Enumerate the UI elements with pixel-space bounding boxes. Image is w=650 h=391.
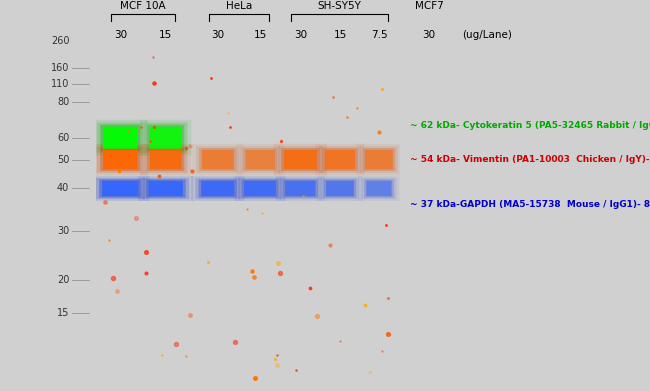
FancyBboxPatch shape — [92, 144, 148, 175]
FancyBboxPatch shape — [241, 179, 279, 198]
FancyBboxPatch shape — [418, 181, 440, 196]
Text: 30: 30 — [114, 30, 127, 40]
Text: 110: 110 — [51, 79, 70, 89]
FancyBboxPatch shape — [243, 148, 277, 171]
FancyBboxPatch shape — [97, 122, 144, 153]
FancyBboxPatch shape — [324, 179, 356, 198]
Text: ~ 54 kDa- Vimentin (PA1-10003  Chicken / IgY)- 555 nm: ~ 54 kDa- Vimentin (PA1-10003 Chicken / … — [410, 155, 650, 164]
Text: (ug/Lane): (ug/Lane) — [462, 30, 512, 40]
Text: 15: 15 — [57, 308, 70, 318]
Text: 260: 260 — [51, 36, 70, 46]
FancyBboxPatch shape — [142, 178, 189, 199]
FancyBboxPatch shape — [356, 144, 402, 175]
FancyBboxPatch shape — [322, 148, 358, 171]
FancyBboxPatch shape — [409, 144, 449, 175]
FancyBboxPatch shape — [91, 176, 150, 201]
FancyBboxPatch shape — [100, 148, 140, 171]
Text: 30: 30 — [422, 30, 436, 40]
FancyBboxPatch shape — [199, 148, 237, 171]
Text: 30: 30 — [294, 30, 307, 40]
Text: 40: 40 — [57, 183, 70, 194]
Text: 7.5: 7.5 — [370, 30, 387, 40]
FancyBboxPatch shape — [103, 127, 137, 149]
Text: HeLa: HeLa — [226, 1, 252, 11]
Text: MCF 10A: MCF 10A — [120, 1, 166, 11]
FancyBboxPatch shape — [416, 179, 442, 198]
FancyBboxPatch shape — [144, 146, 187, 173]
FancyBboxPatch shape — [360, 146, 398, 173]
FancyBboxPatch shape — [280, 178, 321, 199]
FancyBboxPatch shape — [150, 127, 181, 149]
FancyBboxPatch shape — [367, 181, 391, 196]
FancyBboxPatch shape — [149, 181, 183, 196]
FancyBboxPatch shape — [192, 144, 243, 175]
FancyBboxPatch shape — [235, 176, 285, 201]
FancyBboxPatch shape — [278, 146, 323, 173]
FancyBboxPatch shape — [414, 148, 444, 171]
Text: 60: 60 — [57, 133, 70, 143]
FancyBboxPatch shape — [202, 150, 233, 169]
FancyBboxPatch shape — [144, 122, 187, 153]
FancyBboxPatch shape — [102, 181, 138, 196]
FancyBboxPatch shape — [246, 150, 274, 169]
FancyBboxPatch shape — [276, 176, 325, 201]
FancyBboxPatch shape — [285, 181, 315, 196]
FancyBboxPatch shape — [147, 148, 185, 171]
FancyBboxPatch shape — [196, 146, 239, 173]
FancyBboxPatch shape — [244, 181, 276, 196]
FancyBboxPatch shape — [195, 178, 240, 199]
FancyBboxPatch shape — [198, 179, 237, 198]
FancyBboxPatch shape — [103, 150, 137, 169]
FancyBboxPatch shape — [237, 144, 283, 175]
FancyBboxPatch shape — [138, 176, 194, 201]
FancyBboxPatch shape — [411, 146, 447, 173]
FancyBboxPatch shape — [239, 178, 281, 199]
FancyBboxPatch shape — [325, 150, 355, 169]
FancyBboxPatch shape — [281, 148, 320, 171]
FancyBboxPatch shape — [361, 178, 396, 199]
FancyBboxPatch shape — [96, 178, 145, 199]
FancyBboxPatch shape — [147, 125, 185, 151]
Text: 30: 30 — [211, 30, 224, 40]
FancyBboxPatch shape — [417, 150, 441, 169]
FancyBboxPatch shape — [202, 181, 234, 196]
FancyBboxPatch shape — [240, 146, 280, 173]
FancyBboxPatch shape — [146, 179, 186, 198]
FancyBboxPatch shape — [284, 150, 317, 169]
Text: ~ 37 kDa-GAPDH (MA5-15738  Mouse / IgG1)- 800nm: ~ 37 kDa-GAPDH (MA5-15738 Mouse / IgG1)-… — [410, 199, 650, 209]
Text: 20: 20 — [57, 274, 70, 285]
Text: 30: 30 — [57, 226, 70, 236]
FancyBboxPatch shape — [99, 179, 142, 198]
FancyBboxPatch shape — [317, 176, 363, 201]
FancyBboxPatch shape — [191, 176, 244, 201]
Text: ~ 62 kDa- Cytokeratin 5 (PA5-32465 Rabbit / IgG)-680nm: ~ 62 kDa- Cytokeratin 5 (PA5-32465 Rabbi… — [410, 121, 650, 131]
FancyBboxPatch shape — [363, 148, 395, 171]
FancyBboxPatch shape — [97, 146, 144, 173]
FancyBboxPatch shape — [321, 178, 359, 199]
Text: SH-SY5Y: SH-SY5Y — [318, 1, 361, 11]
FancyBboxPatch shape — [150, 150, 181, 169]
FancyBboxPatch shape — [365, 150, 393, 169]
Text: 50: 50 — [57, 154, 70, 165]
Text: 15: 15 — [333, 30, 346, 40]
Text: 15: 15 — [159, 30, 172, 40]
FancyBboxPatch shape — [283, 179, 318, 198]
Text: MCF7: MCF7 — [415, 1, 443, 11]
FancyBboxPatch shape — [319, 146, 361, 173]
FancyBboxPatch shape — [413, 178, 445, 199]
Text: 80: 80 — [57, 97, 70, 107]
FancyBboxPatch shape — [359, 176, 399, 201]
FancyBboxPatch shape — [315, 144, 365, 175]
FancyBboxPatch shape — [326, 181, 354, 196]
FancyBboxPatch shape — [140, 120, 191, 156]
Text: 160: 160 — [51, 63, 70, 74]
FancyBboxPatch shape — [140, 144, 191, 175]
FancyBboxPatch shape — [92, 120, 148, 156]
FancyBboxPatch shape — [364, 179, 394, 198]
FancyBboxPatch shape — [274, 144, 327, 175]
FancyBboxPatch shape — [100, 125, 140, 151]
Text: 15: 15 — [254, 30, 266, 40]
